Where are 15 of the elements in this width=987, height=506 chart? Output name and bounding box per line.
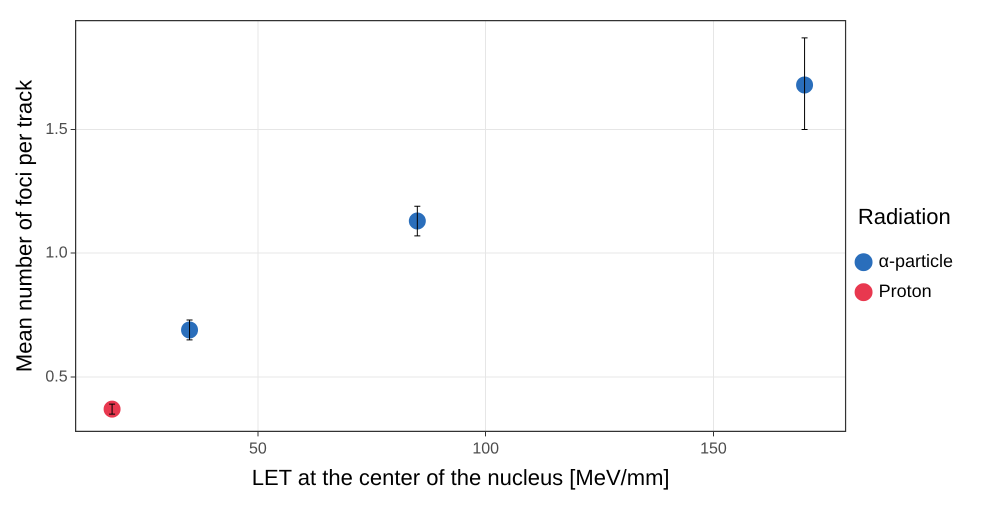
x-tick-label: 150 [700, 440, 727, 458]
point [181, 321, 198, 338]
point [408, 212, 426, 230]
x-tick-label: 100 [472, 440, 500, 458]
x-axis-title: LET at the center of the nucleus [MeV/mm] [252, 464, 670, 490]
y-tick-label: 0.5 [45, 368, 68, 386]
x-tick-label: 50 [248, 440, 267, 458]
legend-label: Proton [878, 281, 932, 302]
y-tick-label: 1.5 [45, 120, 68, 138]
y-tick-label: 1.0 [45, 244, 68, 262]
y-axis-title: Mean number of foci per track [11, 78, 36, 372]
legend-label: α-particle [878, 251, 954, 272]
point [796, 76, 814, 94]
legend-title: Radiation [858, 204, 951, 229]
point [104, 400, 121, 418]
